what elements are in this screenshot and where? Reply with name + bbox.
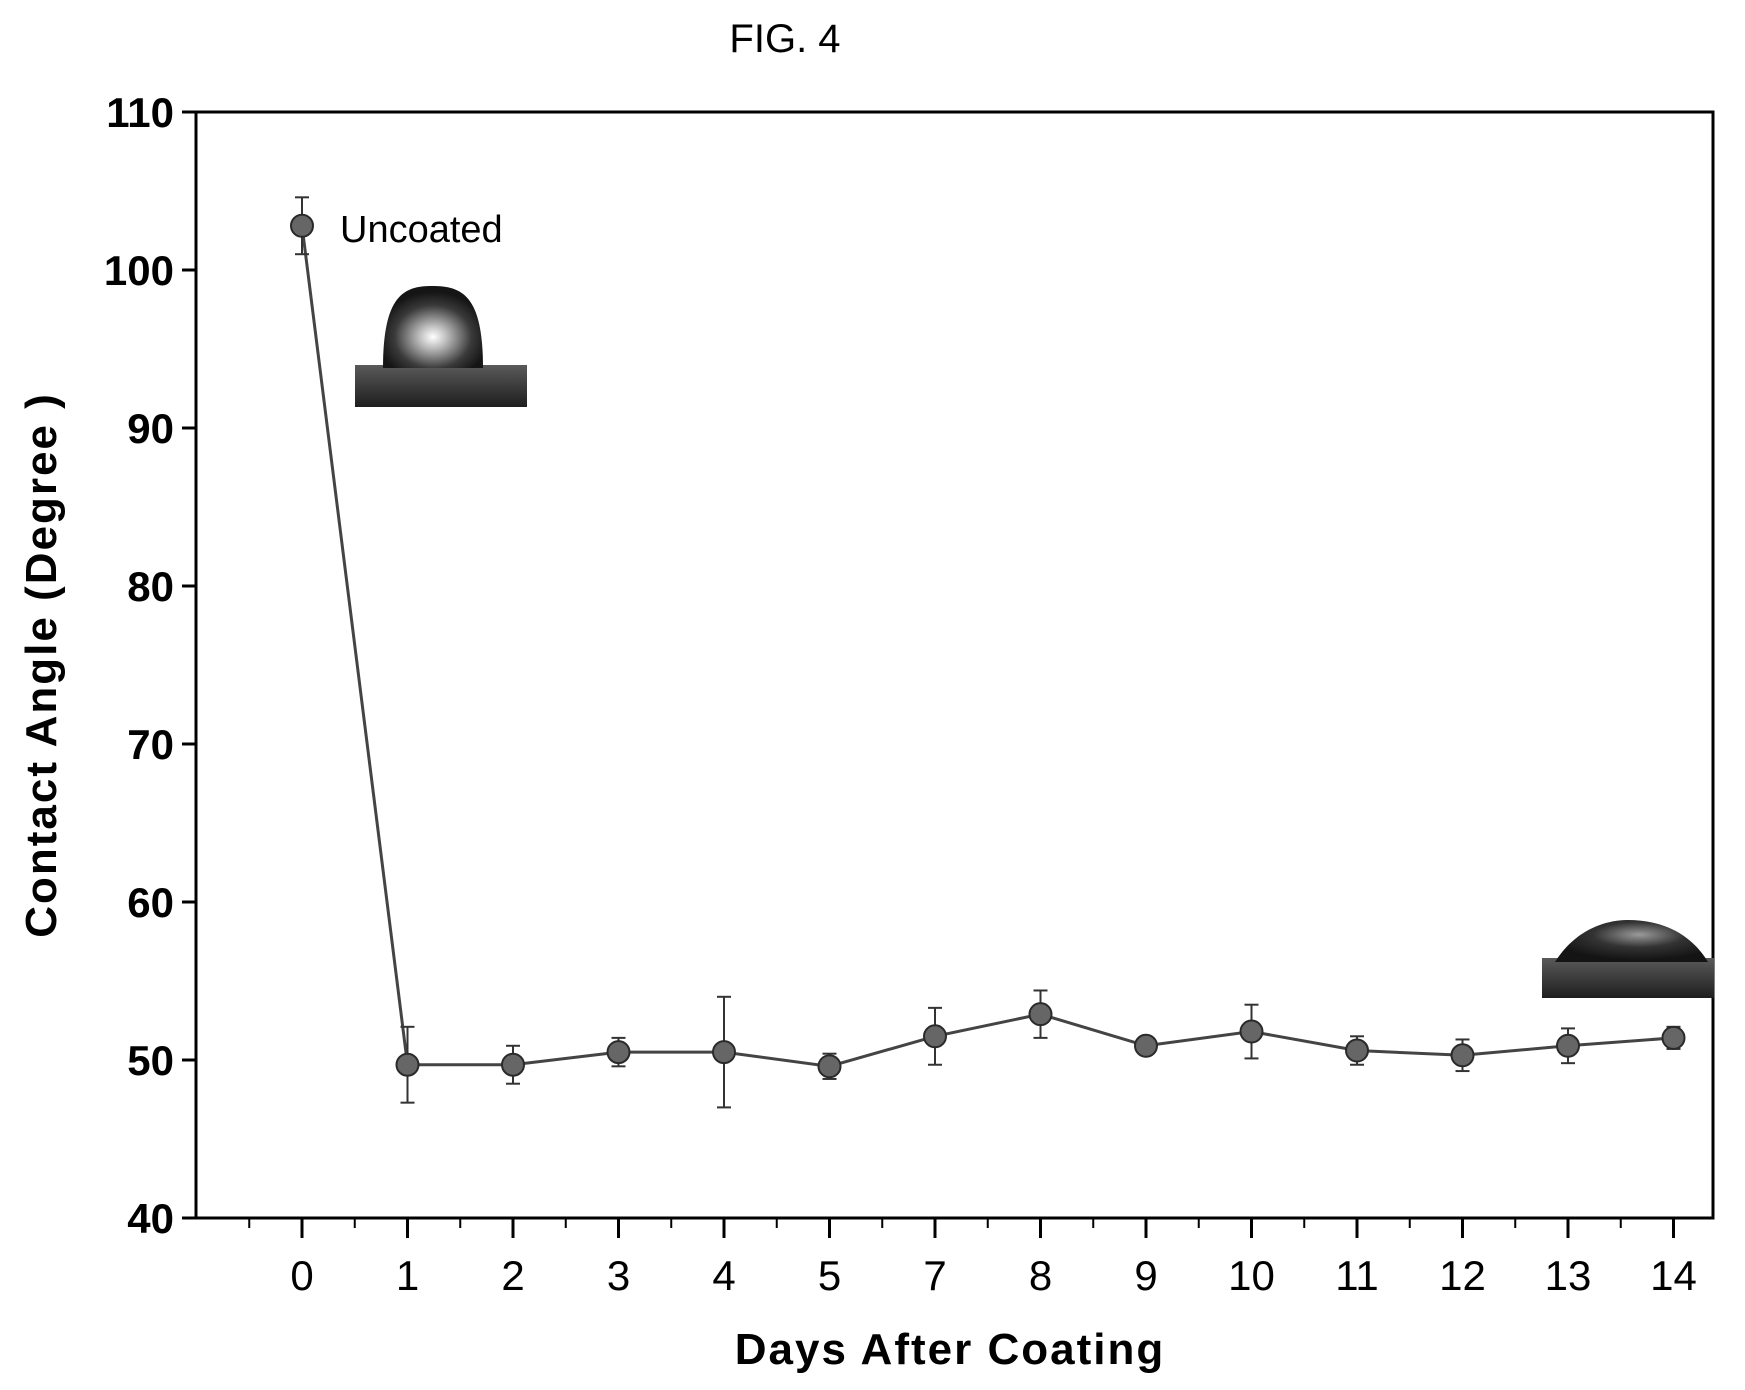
data-point [1345,1038,1369,1063]
y-axis: 40 50 60 70 80 90 100 110 [104,89,196,1242]
x-tick-label: 2 [501,1252,524,1299]
x-tick-label: 3 [607,1252,630,1299]
y-tick-label: 110 [106,89,174,136]
plot-frame [194,110,1715,1220]
y-tick-label: 90 [127,405,174,452]
data-point [1661,1025,1686,1050]
data-point [1134,1033,1158,1058]
y-axis-title: Contact Angle (Degree ) [17,392,66,938]
data-point [817,1054,842,1079]
data-point [606,1040,631,1065]
x-tick-label: 14 [1650,1252,1697,1299]
uncoated-droplet-image [355,286,527,407]
x-tick-label: 4 [712,1252,735,1299]
y-tick-label: 80 [127,563,174,610]
data-point [1028,1002,1053,1027]
annotation-uncoated: Uncoated [340,209,503,251]
x-tick-label: 10 [1228,1252,1275,1299]
figure-label: FIG. 4 [729,17,840,61]
y-tick-label: 50 [127,1037,174,1084]
data-point [395,1052,420,1077]
data-point [923,1024,947,1049]
coated-droplet-image [1542,920,1714,998]
x-axis-title: Days After Coating [735,1325,1165,1374]
data-point [712,1040,736,1065]
x-tick-label: 0 [290,1252,313,1299]
data-point [1239,1019,1264,1044]
y-tick-label: 70 [127,721,174,768]
x-tick-label: 7 [923,1252,946,1299]
series-layer [290,196,1686,1109]
x-tick-label: 11 [1335,1252,1379,1299]
series-line [300,225,1674,1068]
y-tick-label: 40 [127,1195,174,1242]
x-tick-label: 8 [1029,1252,1052,1299]
x-tick-label: 1 [396,1252,419,1299]
data-point [1450,1043,1475,1068]
y-tick-label: 60 [127,879,174,926]
y-tick-label: 100 [104,247,174,294]
x-tick-label: 12 [1439,1252,1486,1299]
x-tick-label: 13 [1545,1252,1592,1299]
data-point [1556,1033,1580,1058]
x-axis: 0 1 2 3 4 5 7 8 9 10 11 12 13 14 [248,1218,1697,1299]
x-tick-label: 9 [1134,1252,1157,1299]
data-point [290,213,314,238]
x-tick-label: 5 [818,1252,841,1299]
data-point [501,1052,525,1077]
